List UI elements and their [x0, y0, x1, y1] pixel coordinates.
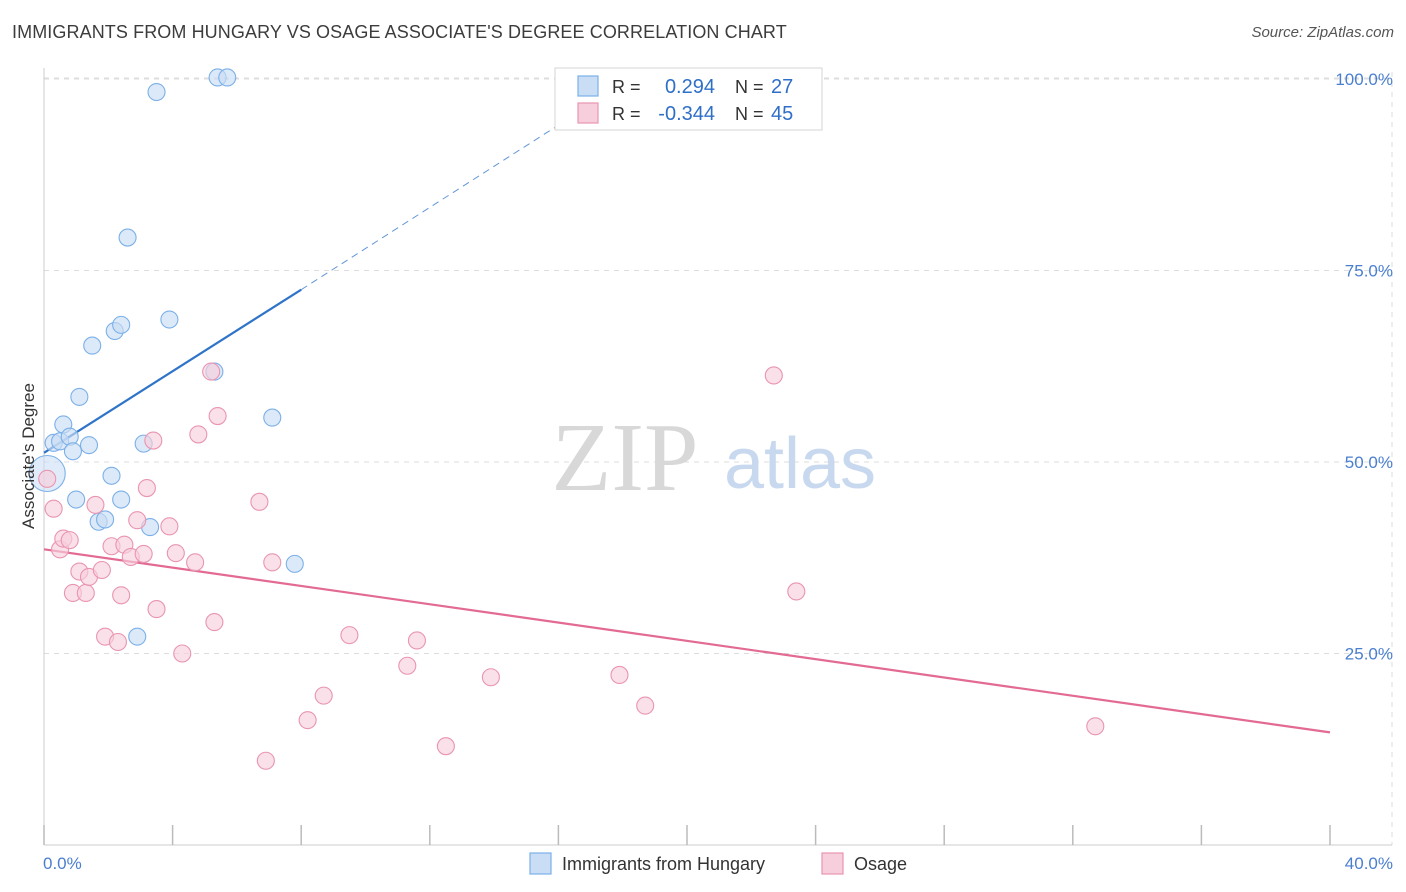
- chart-title: IMMIGRANTS FROM HUNGARY VS OSAGE ASSOCIA…: [12, 22, 787, 42]
- point-pink-43: [787, 582, 806, 601]
- point-pink-25: [186, 553, 205, 572]
- point-blue-12: [102, 466, 121, 485]
- point-pink-32: [263, 553, 282, 572]
- point-blue-9: [83, 336, 102, 355]
- point-pink-18: [134, 544, 153, 563]
- legend-r-label-1: R =: [612, 77, 641, 97]
- point-pink-23: [166, 544, 185, 563]
- point-pink-13: [108, 632, 127, 652]
- point-pink-26: [189, 425, 208, 444]
- legend-n-value-1: 27: [771, 76, 793, 98]
- bottom-legend: Immigrants from Hungary Osage: [529, 852, 907, 875]
- point-pink-28: [205, 613, 224, 632]
- point-pink-42: [764, 366, 783, 385]
- x-tick-label-min: 0.0%: [43, 854, 82, 873]
- point-blue-5: [63, 442, 82, 461]
- top-legend: R = 0.294 N = 27 R = -0.344 N = 45: [554, 67, 823, 131]
- bottom-legend-swatch-osage: [821, 852, 844, 875]
- legend-r-value-1: 0.294: [665, 76, 715, 98]
- point-pink-31: [256, 751, 275, 770]
- legend-n-label-2: N =: [735, 104, 764, 124]
- point-pink-35: [340, 626, 359, 645]
- legend-n-value-2: 45: [771, 103, 793, 125]
- point-pink-27: [202, 362, 221, 381]
- point-pink-7: [76, 583, 95, 603]
- watermark: ZIP atlas: [552, 404, 877, 512]
- point-blue-15: [112, 315, 131, 334]
- point-pink-29: [208, 406, 227, 426]
- point-pink-17: [128, 511, 147, 530]
- point-pink-10: [92, 560, 111, 580]
- y-axis-label: Associate's Degree: [19, 383, 38, 529]
- point-pink-39: [481, 668, 500, 687]
- point-pink-30: [250, 492, 269, 511]
- point-blue-20: [147, 82, 166, 102]
- point-pink-40: [610, 665, 629, 684]
- data-points: [28, 68, 1105, 770]
- point-pink-38: [436, 737, 455, 756]
- point-pink-41: [636, 696, 655, 715]
- point-pink-14: [112, 586, 131, 605]
- trendline-blue: [43, 288, 302, 454]
- point-pink-20: [144, 431, 163, 450]
- watermark-atlas: atlas: [724, 424, 876, 504]
- point-pink-44: [1086, 717, 1105, 736]
- point-pink-37: [407, 631, 426, 650]
- point-pink-21: [147, 600, 166, 619]
- y-tick-label-50: 50.0%: [1345, 453, 1393, 472]
- legend-r-value-2: -0.344: [658, 103, 715, 125]
- legend-swatch-pink: [577, 102, 599, 124]
- legend-box: [554, 67, 823, 131]
- point-pink-24: [173, 644, 192, 663]
- point-blue-17: [128, 627, 147, 646]
- point-pink-36: [398, 656, 417, 675]
- y-tick-label-75: 75.0%: [1345, 262, 1393, 281]
- source-label: Source: ZipAtlas.com: [1251, 24, 1394, 41]
- legend-swatch-blue: [577, 75, 599, 97]
- point-blue-8: [79, 436, 99, 455]
- trendline-pink: [43, 548, 1331, 734]
- point-pink-0: [38, 469, 57, 488]
- point-pink-34: [314, 686, 333, 705]
- legend-r-label-2: R =: [612, 104, 641, 124]
- y-tick-label-100: 100.0%: [1335, 70, 1393, 89]
- point-pink-1: [44, 499, 63, 518]
- point-blue-11: [96, 510, 115, 529]
- point-pink-33: [298, 711, 317, 730]
- point-blue-21: [160, 310, 179, 329]
- point-pink-22: [160, 517, 179, 536]
- point-blue-26: [285, 554, 304, 573]
- bottom-legend-label-hungary: Immigrants from Hungary: [562, 854, 765, 874]
- point-pink-4: [60, 531, 79, 550]
- point-blue-14: [112, 490, 131, 509]
- point-blue-24: [218, 68, 237, 87]
- point-pink-19: [137, 478, 156, 498]
- gridlines: [44, 72, 1393, 845]
- point-blue-16: [118, 228, 137, 247]
- watermark-zip: ZIP: [552, 404, 699, 512]
- point-pink-9: [86, 495, 105, 514]
- point-blue-25: [263, 408, 282, 427]
- point-blue-7: [70, 387, 89, 406]
- axes: 25.0% 50.0% 75.0% 100.0%: [43, 68, 1393, 846]
- legend-n-label-1: N =: [735, 77, 764, 97]
- bottom-legend-swatch-hungary: [529, 852, 552, 875]
- bottom-legend-label-osage: Osage: [854, 854, 907, 874]
- x-tick-label-max: 40.0%: [1345, 854, 1393, 873]
- point-blue-6: [67, 490, 86, 509]
- y-tick-label-25: 25.0%: [1345, 645, 1393, 664]
